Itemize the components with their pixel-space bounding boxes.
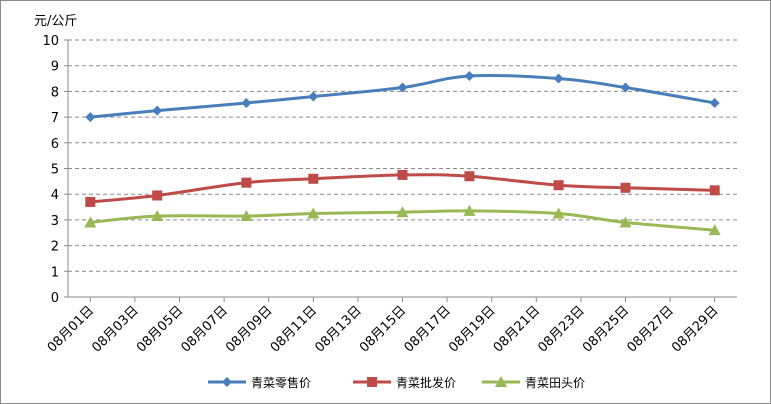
axes [64, 39, 737, 302]
x-tick-label: 08月17日 [402, 303, 454, 355]
data-point-triangle [552, 207, 565, 219]
data-point-square [709, 185, 720, 196]
data-point-triangle [84, 216, 97, 228]
legend-entry-3: 青菜田头价 [482, 376, 585, 390]
data-point-diamond [397, 82, 408, 93]
data-point-triangle [495, 376, 507, 387]
y-tick-label: 1 [51, 265, 59, 280]
y-tick-label: 7 [51, 111, 59, 126]
series-line [90, 73, 715, 119]
y-tick-label: 4 [51, 188, 59, 203]
x-tick-label: 08月19日 [446, 303, 498, 355]
data-point-diamond [241, 97, 252, 108]
data-point-square [85, 196, 96, 207]
x-tick-label: 08月25日 [580, 303, 632, 355]
y-tick-label: 2 [51, 240, 59, 255]
data-point-square [152, 190, 163, 201]
x-tick-label: 08月09日 [223, 303, 275, 355]
legend-entry-2: 青菜批发价 [353, 375, 456, 390]
y-tick-label: 5 [51, 163, 59, 178]
legend-label: 青菜批发价 [396, 375, 456, 390]
data-point-square [620, 182, 631, 193]
y-axis-unit-label: 元/公斤 [34, 14, 77, 29]
x-tick-label: 08月07日 [179, 303, 231, 355]
grid-lines [68, 39, 737, 272]
x-tick-labels: 08月01日08月03日08月05日08月07日08月09日08月11日08月1… [45, 303, 722, 355]
data-point-square [397, 169, 408, 180]
x-tick-label: 08月27日 [625, 303, 677, 355]
x-tick-label: 08月23日 [535, 303, 587, 355]
data-point-diamond [709, 97, 720, 108]
data-point-diamond [464, 70, 475, 81]
data-point-triangle [396, 206, 409, 218]
data-point-diamond [222, 377, 232, 387]
legend: 青菜零售价 青菜批发价 青菜田头价 [208, 375, 585, 390]
y-tick-label: 3 [51, 214, 59, 229]
series-2 [85, 169, 720, 207]
series-3 [84, 204, 721, 236]
series-layer [84, 70, 721, 236]
x-tick-label: 08月21日 [491, 303, 543, 355]
data-point-triangle [619, 216, 632, 228]
data-point-diamond [553, 73, 564, 84]
data-point-square [241, 177, 252, 188]
data-point-square [553, 180, 564, 191]
data-point-triangle [240, 210, 253, 222]
y-tick-label: 8 [51, 85, 59, 100]
data-point-diamond [152, 105, 163, 116]
x-tick-label: 08月13日 [312, 303, 364, 355]
x-tick-label: 08月05日 [134, 303, 186, 355]
data-point-square [464, 171, 475, 182]
data-point-triangle [307, 207, 320, 219]
data-point-square [308, 173, 319, 184]
x-tick-label: 08月03日 [89, 303, 141, 355]
y-tick-label: 0 [51, 291, 59, 306]
data-point-triangle [463, 204, 476, 216]
x-tick-label: 08月29日 [669, 303, 721, 355]
y-tick-label: 6 [51, 137, 59, 152]
y-tick-labels: 0 1 2 3 4 5 6 7 8 9 10 [42, 34, 59, 306]
y-tick-label: 10 [42, 34, 59, 49]
series-1 [85, 70, 720, 123]
data-point-diamond [620, 82, 631, 93]
legend-label: 青菜零售价 [251, 375, 311, 390]
x-tick-label: 08月11日 [268, 303, 320, 355]
data-point-triangle [708, 224, 721, 236]
x-tick-label: 08月15日 [357, 303, 409, 355]
y-tick-label: 9 [51, 60, 59, 75]
data-point-square [367, 377, 377, 387]
x-tick-label: 08月01日 [45, 303, 97, 355]
data-point-diamond [85, 112, 96, 123]
legend-entry-1: 青菜零售价 [208, 375, 311, 390]
data-point-diamond [308, 91, 319, 102]
legend-label: 青菜田头价 [525, 376, 585, 390]
data-point-triangle [151, 210, 164, 222]
